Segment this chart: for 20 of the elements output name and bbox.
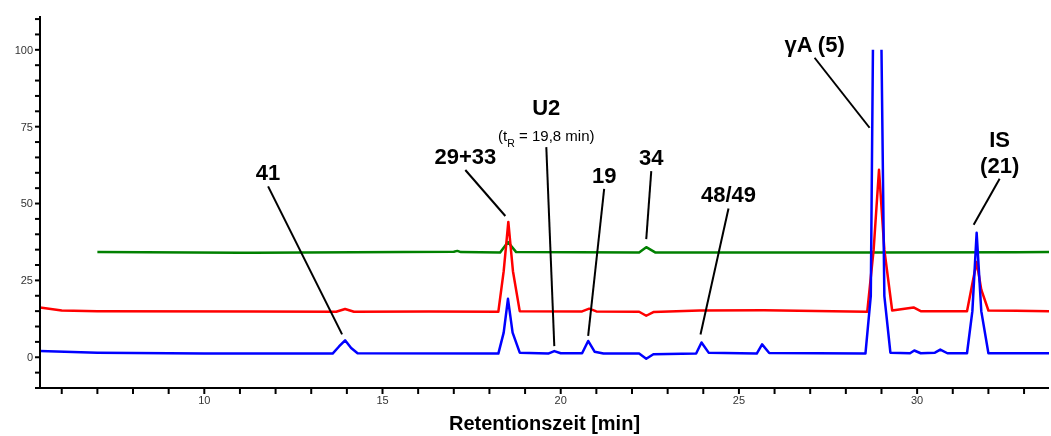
y-tick-label: 25 <box>20 274 33 287</box>
y-tick-label: 50 <box>20 197 33 210</box>
annotation: 19 <box>591 162 617 188</box>
x-tick-label: 30 <box>911 393 924 406</box>
annotation: γA (5) <box>784 31 845 57</box>
x-axis-title: Retentionszeit [min] <box>448 412 641 434</box>
annotation: IS (21) <box>980 126 1020 178</box>
y-tick-label: 75 <box>20 120 33 133</box>
annotation: 41 <box>255 160 281 186</box>
annotation: 29+33 <box>434 143 497 169</box>
x-tick-label: 20 <box>554 393 567 406</box>
x-tick-label: 15 <box>376 393 389 406</box>
annotation: 48/49 <box>700 182 757 208</box>
line-series <box>96 240 1049 254</box>
x-tick-label: 25 <box>732 393 746 406</box>
y-tick-label: 100 <box>14 43 33 56</box>
x-tick-label: 10 <box>198 393 211 406</box>
y-tick-label: 0 <box>26 351 33 364</box>
annotation: 34 <box>639 145 665 171</box>
annotation: U2 (t$_{R}$ = 19,8 min) <box>498 95 595 150</box>
